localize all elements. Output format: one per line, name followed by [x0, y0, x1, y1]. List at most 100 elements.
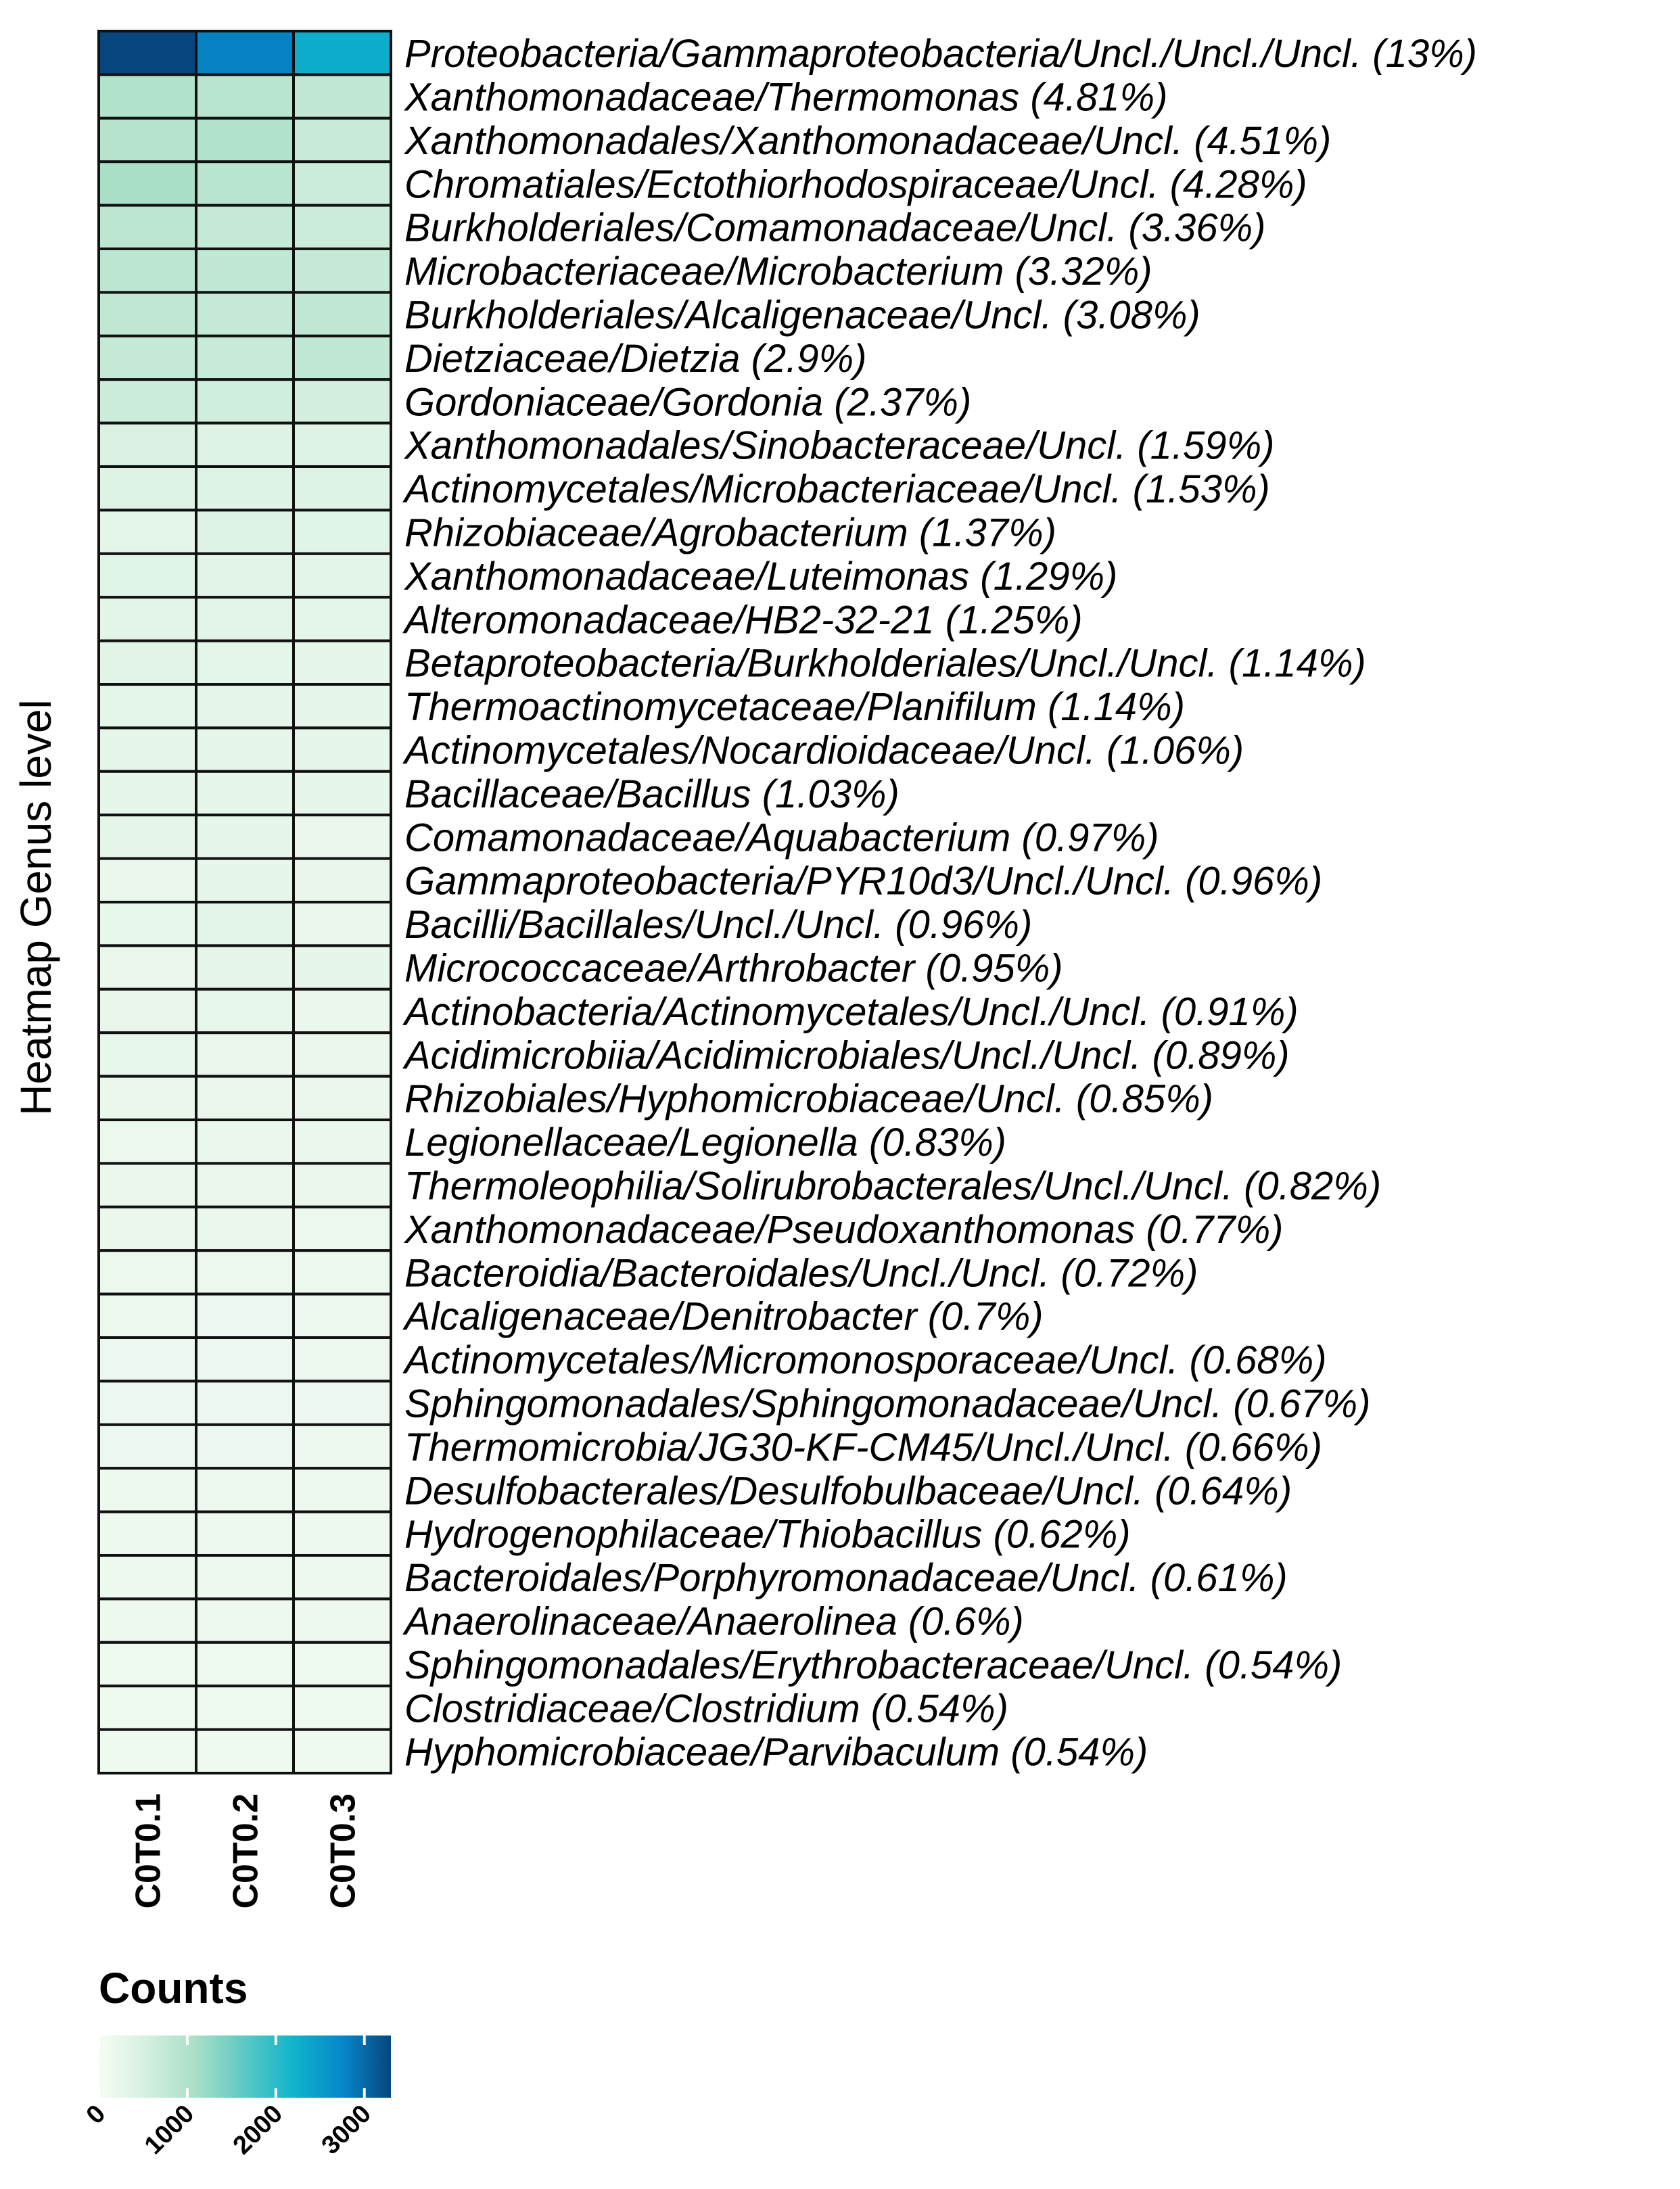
heatmap-cell [292, 291, 392, 337]
heatmap-cell [97, 334, 197, 381]
heatmap-cell [292, 1467, 392, 1513]
row-label: Xanthomonadales/Sinobacteraceae/Uncl. (1… [403, 424, 1274, 468]
row-label: Thermoleophilia/Solirubrobacterales/Uncl… [404, 1164, 1381, 1208]
row-label: Acidimicrobiia/Acidimicrobiales/Uncl./Un… [402, 1033, 1290, 1077]
heatmap-cell [97, 116, 197, 164]
heatmap-cell [292, 639, 392, 686]
heatmap-cell [195, 1467, 295, 1513]
heatmap-cell [195, 1510, 295, 1557]
heatmap-cell [195, 944, 295, 991]
heatmap-cell [195, 509, 295, 555]
heatmap-cell [195, 73, 295, 120]
color-legend: Counts 0 1000 2000 3000 [81, 1964, 391, 2160]
heatmap-cell [195, 1336, 295, 1383]
heatmap-cell [195, 1728, 295, 1775]
heatmap-cell [195, 160, 295, 207]
heatmap-cell [97, 1162, 197, 1208]
heatmap-cell [97, 30, 197, 76]
heatmap-cell [195, 30, 295, 76]
heatmap-cell [195, 1380, 295, 1426]
heatmap-cell [292, 901, 392, 947]
heatmap-cell [97, 1249, 197, 1296]
heatmap-cell [97, 814, 197, 860]
heatmap-cell [195, 987, 295, 1035]
legend-title: Counts [99, 1964, 248, 2013]
heatmap-cell [292, 73, 392, 120]
heatmap-cell [292, 204, 392, 251]
heatmap-cell [195, 291, 295, 337]
heatmap-cell [292, 30, 392, 76]
heatmap-cell [292, 552, 392, 599]
heatmap-cell [195, 204, 295, 251]
heatmap-cell [292, 1641, 392, 1688]
heatmap-cell [195, 334, 295, 381]
heatmap-cell [97, 770, 197, 817]
heatmap-cell [195, 1423, 295, 1470]
heatmap-cell [292, 1380, 392, 1426]
row-label: Desulfobacterales/Desulfobulbaceae/Uncl.… [404, 1469, 1292, 1513]
heatmap-cell [292, 1031, 392, 1078]
row-label: Bacillaceae/Bacillus (1.03%) [404, 772, 900, 816]
heatmap-cell [292, 726, 392, 773]
heatmap-cell [97, 204, 197, 251]
heatmap-cell [97, 857, 197, 903]
heatmap-cell [292, 1162, 392, 1208]
row-label: Xanthomonadaceae/Pseudoxanthomonas (0.77… [403, 1208, 1283, 1252]
row-label: Chromatiales/Ectothiorhodospiraceae/Uncl… [404, 162, 1307, 206]
heatmap-cell [292, 944, 392, 991]
heatmap-cell [292, 1423, 392, 1470]
heatmap-cell [292, 1249, 392, 1296]
heatmap-cell [97, 1641, 197, 1688]
heatmap-cell [292, 1119, 392, 1165]
row-label: Micrococcaceae/Arthrobacter (0.95%) [404, 946, 1063, 990]
heatmap-cell [195, 901, 295, 947]
heatmap-cell [195, 248, 295, 294]
row-label: Dietziaceae/Dietzia (2.9%) [404, 337, 866, 381]
heatmap-cell [195, 552, 295, 599]
heatmap-cell [195, 378, 295, 425]
heatmap-cell [97, 944, 197, 991]
heatmap-cell [97, 160, 197, 207]
row-label: Comamonadaceae/Aquabacterium (0.97%) [404, 816, 1159, 860]
heatmap-cell [292, 421, 392, 468]
heatmap-cell [195, 116, 295, 164]
heatmap-cell [97, 421, 197, 468]
heatmap-cell [292, 857, 392, 903]
heatmap-cell [195, 1162, 295, 1208]
row-label: Thermomicrobia/JG30-KF-CM45/Uncl./Uncl. … [404, 1426, 1322, 1469]
heatmap-cell [292, 596, 392, 642]
row-label: Rhizobiaceae/Agrobacterium (1.37%) [404, 511, 1056, 555]
heatmap-cell [195, 683, 295, 730]
heatmap-cell [97, 901, 197, 947]
row-label: Proteobacteria/Gammaproteobacteria/Uncl.… [404, 32, 1477, 76]
heatmap-cell [97, 291, 197, 337]
heatmap-cell [195, 1119, 295, 1165]
row-label: Alcaligenaceae/Denitrobacter (0.7%) [402, 1295, 1044, 1339]
heatmap-cell [97, 1554, 197, 1601]
heatmap-cell [195, 1205, 295, 1252]
row-label: Sphingomonadales/Sphingomonadaceae/Uncl.… [404, 1382, 1370, 1426]
heatmap-cell [97, 1380, 197, 1426]
heatmap-cell [292, 683, 392, 730]
heatmap-cell [97, 1728, 197, 1775]
heatmap-cell [195, 1031, 295, 1078]
row-label: Thermoactinomycetaceae/Planifilum (1.14%… [404, 685, 1185, 729]
heatmap-cell [97, 248, 197, 294]
row-label: Hydrogenophilaceae/Thiobacillus (0.62%) [404, 1513, 1131, 1557]
row-label: Actinomycetales/Microbacteriaceae/Uncl. … [402, 467, 1270, 511]
heatmap-cell [195, 465, 295, 512]
heatmap-cell [195, 726, 295, 773]
heatmap-cell [195, 639, 295, 686]
row-label: Actinomycetales/Micromonosporaceae/Uncl.… [402, 1338, 1327, 1382]
row-label: Gammaproteobacteria/PYR10d3/Uncl./Uncl. … [404, 860, 1322, 903]
legend-tick-label: 1000 [139, 2100, 200, 2160]
heatmap-cell [195, 1554, 295, 1601]
heatmap-cell [195, 814, 295, 860]
heatmap-cell [97, 1423, 197, 1470]
row-label: Rhizobiales/Hyphomicrobiaceae/Uncl. (0.8… [404, 1077, 1213, 1121]
heatmap-cell [195, 770, 295, 817]
heatmap-cell [195, 1249, 295, 1296]
column-label: C0T0.1 [129, 1793, 168, 1909]
heatmap-cell [292, 1728, 392, 1775]
heatmap-cell [292, 378, 392, 425]
